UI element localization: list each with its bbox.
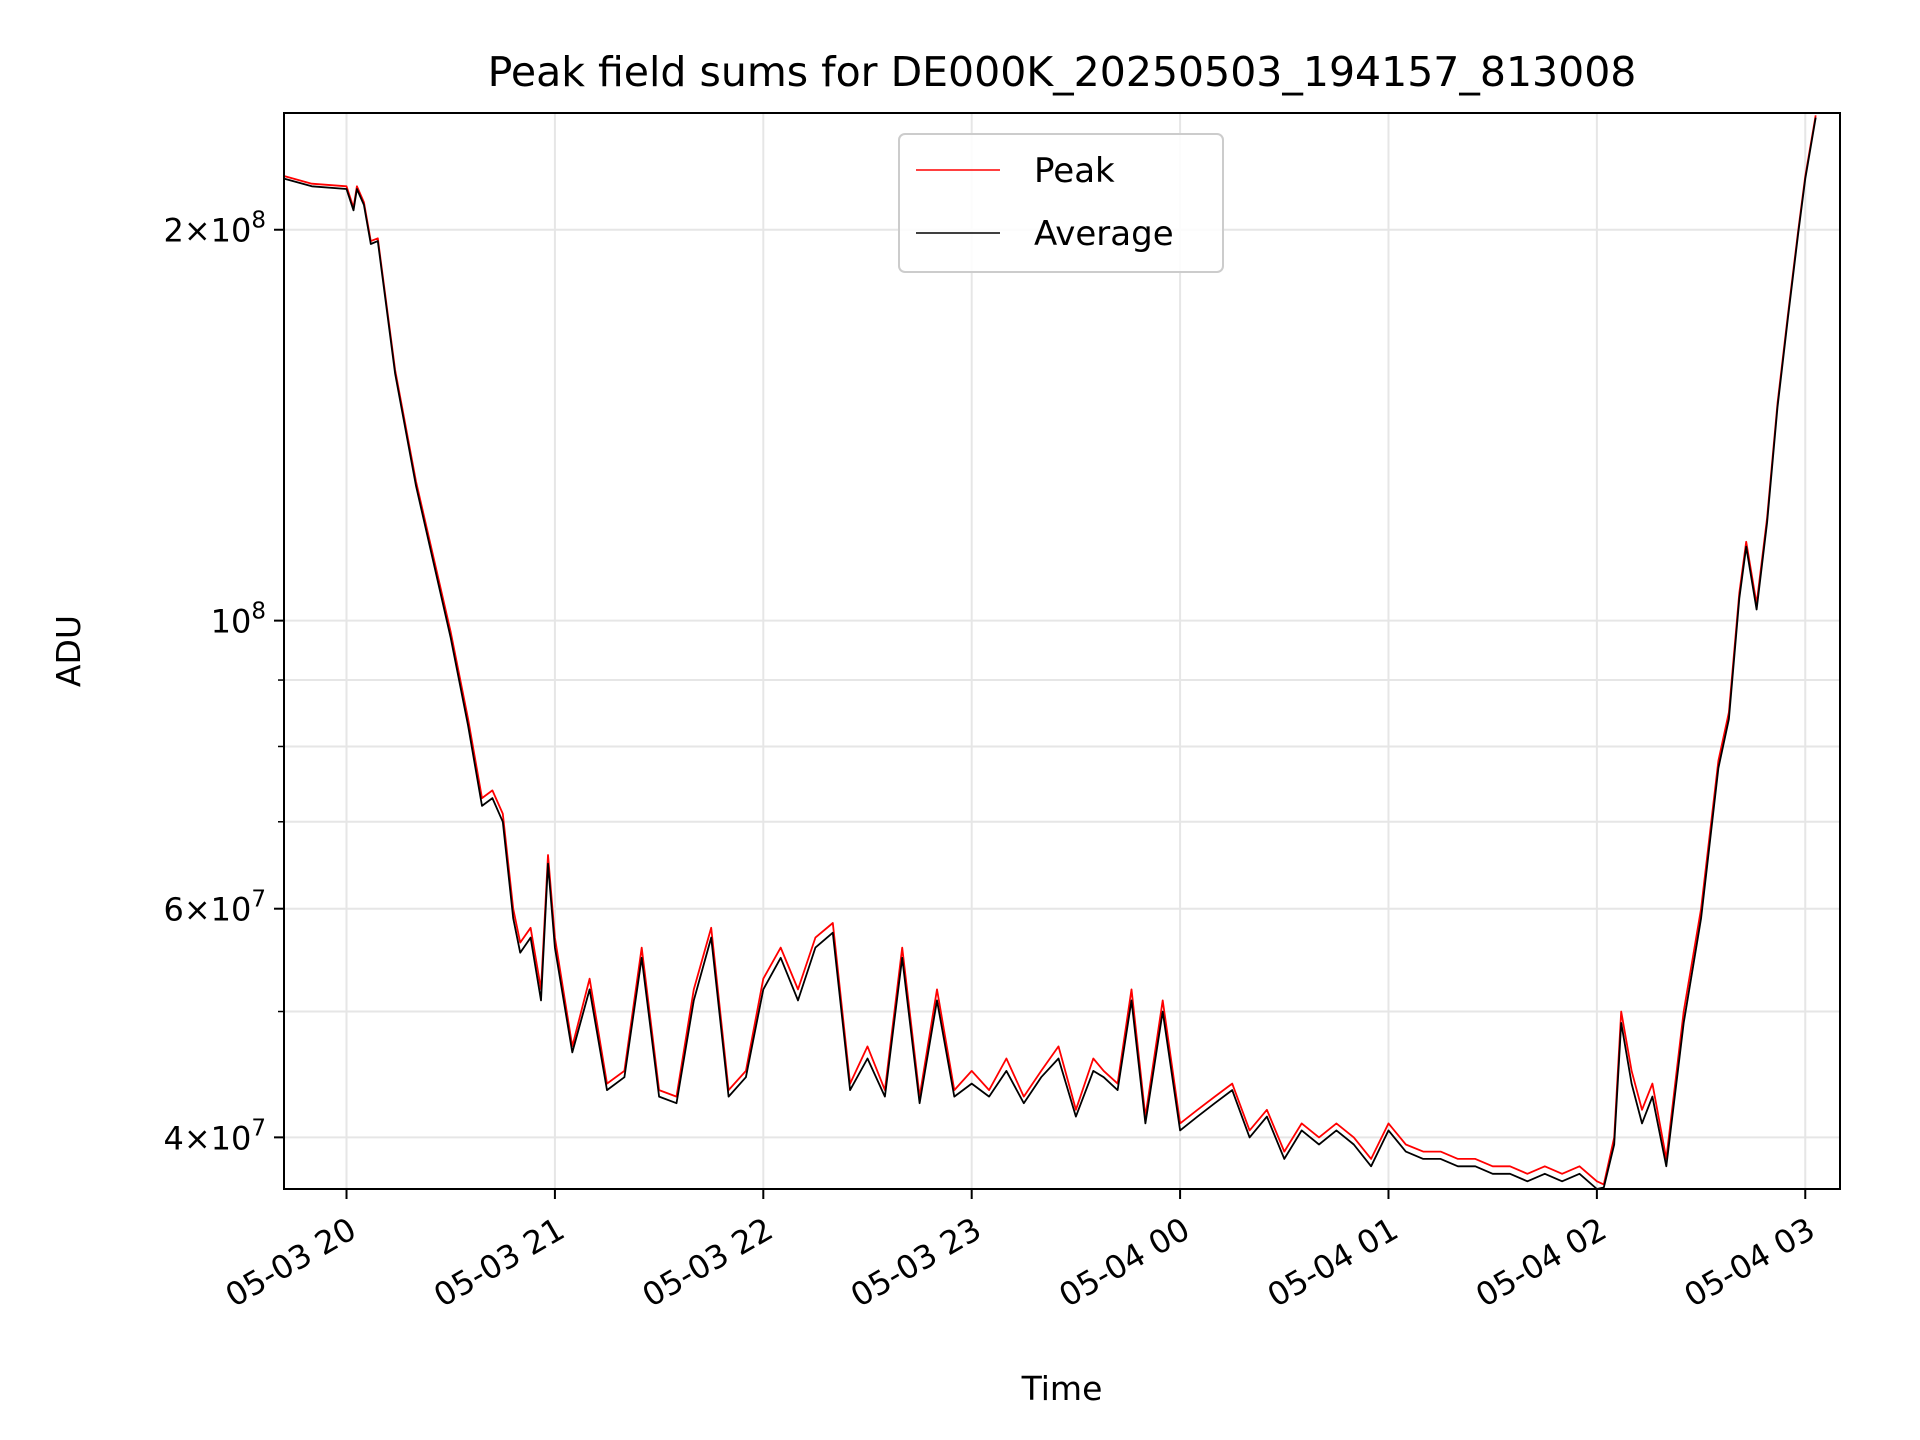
y-axis-ticks: 4×107 6×107 108 2×108 (163, 208, 284, 1157)
y-axis-label: ADU (49, 615, 88, 687)
series-line-peak (283, 115, 1817, 1186)
plot-frame (283, 112, 1841, 1190)
series-lines (283, 115, 1817, 1190)
legend-label-peak: Peak (1034, 151, 1115, 191)
y-tick-label: 4×107 (163, 1115, 266, 1157)
chart-title: Peak field sums for DE000K_20250503_1941… (488, 48, 1637, 96)
y-tick-label: 108 (211, 599, 266, 641)
legend-label-average: Average (1034, 214, 1174, 254)
grid-lines (284, 113, 1840, 1189)
series-line-average (283, 117, 1817, 1190)
y-tick-label: 2×108 (163, 208, 266, 250)
legend: Peak Average (898, 133, 1224, 273)
y-tick-label: 6×107 (163, 887, 266, 929)
x-axis-label: Time (1021, 1369, 1103, 1408)
legend-box (898, 133, 1224, 273)
